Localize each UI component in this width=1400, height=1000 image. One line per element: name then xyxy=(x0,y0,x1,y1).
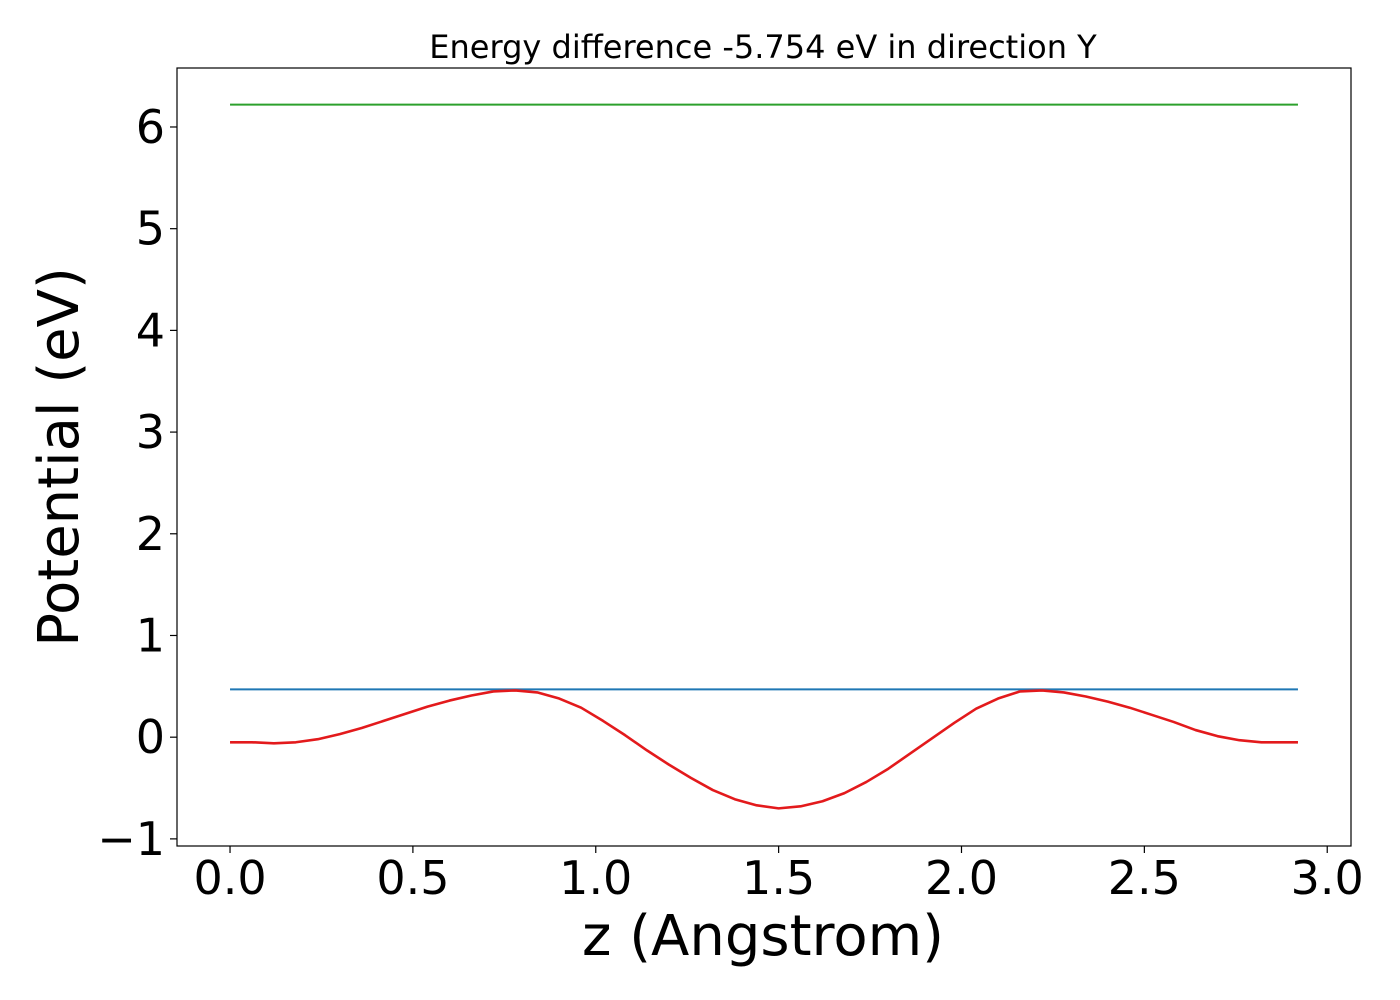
x-axis-ticks: 0.0 0.5 1.0 1.5 2.0 2.5 3.0 xyxy=(193,846,1364,905)
x-tick-label: 0.0 xyxy=(193,851,266,905)
y-tick-label: 5 xyxy=(136,202,165,256)
x-tick-label: 2.0 xyxy=(925,851,998,905)
y-tick-label: 3 xyxy=(136,405,165,459)
x-tick-label: 1.0 xyxy=(559,851,632,905)
y-tick-label: −1 xyxy=(97,812,165,866)
x-tick-label: 0.5 xyxy=(376,851,449,905)
y-axis-label: Potential (eV) xyxy=(27,267,92,647)
y-tick-label: 1 xyxy=(136,608,165,662)
y-tick-label: 4 xyxy=(136,303,165,357)
plot-frame xyxy=(176,67,1352,847)
y-axis-ticks: −1 0 1 2 3 4 5 6 xyxy=(97,100,177,866)
series-layer xyxy=(230,103,1298,810)
y-tick-label: 6 xyxy=(136,100,165,154)
x-tick-label: 2.5 xyxy=(1108,851,1181,905)
y-tick-label: 2 xyxy=(136,507,165,561)
x-tick-label: 1.5 xyxy=(742,851,815,905)
x-axis-label: z (Angstrom) xyxy=(582,904,944,969)
x-tick-label: 3.0 xyxy=(1291,851,1364,905)
series-line-2 xyxy=(230,689,1298,810)
y-tick-label: 0 xyxy=(136,710,165,764)
chart-title: Energy difference -5.754 eV in direction… xyxy=(429,28,1097,66)
